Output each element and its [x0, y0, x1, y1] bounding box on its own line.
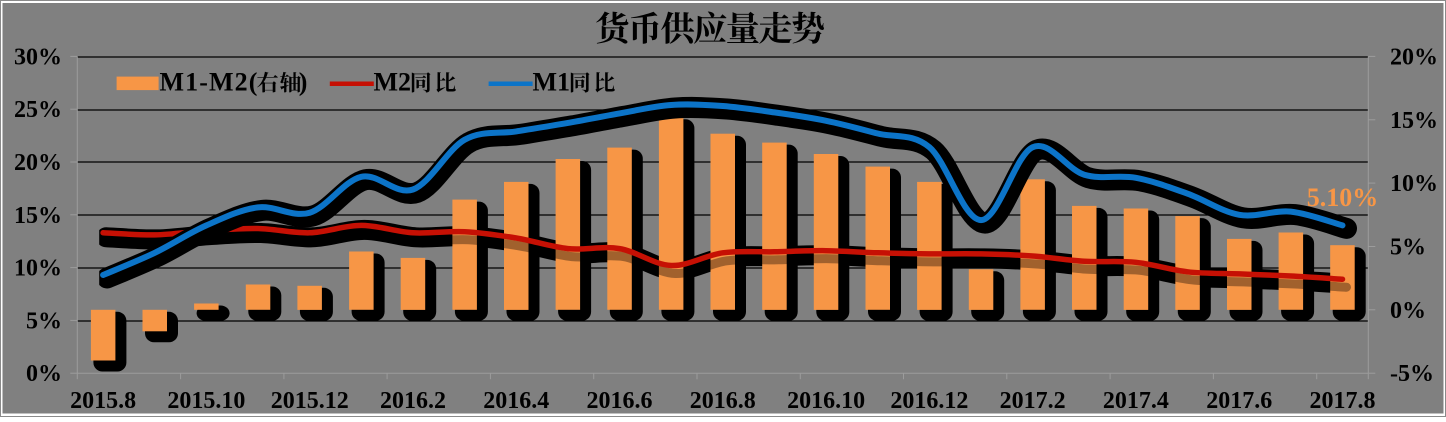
svg-text:-5%: -5% — [1390, 361, 1434, 387]
svg-text:15%: 15% — [1390, 108, 1438, 134]
svg-text:M2: M2 — [374, 68, 412, 97]
svg-text:30%: 30% — [14, 44, 62, 70]
svg-text:15%: 15% — [14, 203, 62, 229]
svg-text:2015.8: 2015.8 — [70, 388, 136, 414]
svg-text:0%: 0% — [26, 361, 62, 387]
svg-text:2016.8: 2016.8 — [690, 388, 756, 414]
svg-text:20%: 20% — [1390, 44, 1438, 70]
svg-text:M1: M1 — [533, 68, 571, 97]
svg-text:2016.6: 2016.6 — [587, 388, 653, 414]
svg-text:2016.2: 2016.2 — [380, 388, 446, 414]
svg-text:10%: 10% — [1390, 171, 1438, 197]
svg-text:2016.4: 2016.4 — [483, 388, 549, 414]
svg-text:2016.12: 2016.12 — [890, 388, 968, 414]
svg-text:M1-M2(: M1-M2( — [160, 68, 259, 97]
svg-text:5.10%: 5.10% — [1307, 183, 1379, 212]
svg-text:2017.2: 2017.2 — [1000, 388, 1066, 414]
svg-text:25%: 25% — [14, 97, 62, 123]
svg-text:2017.6: 2017.6 — [1206, 388, 1272, 414]
svg-text:0%: 0% — [1390, 298, 1426, 324]
svg-text:): ) — [299, 68, 308, 97]
svg-text:20%: 20% — [14, 150, 62, 176]
svg-text:2015.12: 2015.12 — [271, 388, 349, 414]
svg-text:2017.8: 2017.8 — [1310, 388, 1376, 414]
svg-text:5%: 5% — [1390, 235, 1426, 261]
svg-text:2016.10: 2016.10 — [787, 388, 865, 414]
svg-text:2017.4: 2017.4 — [1103, 388, 1169, 414]
svg-text:5%: 5% — [26, 308, 62, 334]
svg-text:10%: 10% — [14, 256, 62, 282]
svg-text:2015.10: 2015.10 — [167, 388, 245, 414]
